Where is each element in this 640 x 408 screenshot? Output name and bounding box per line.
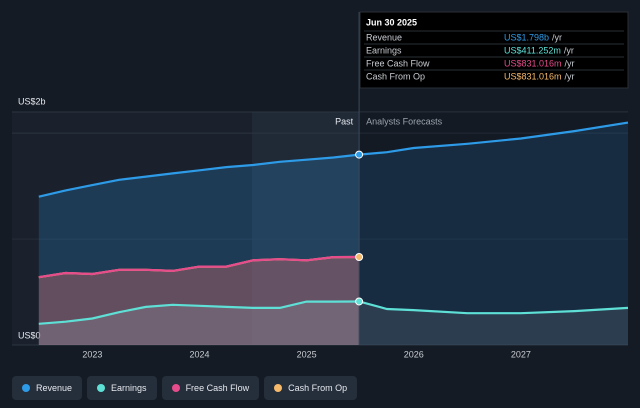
x-tick-label: 2024 [189, 349, 209, 359]
tooltip-unit: /yr [565, 58, 575, 68]
tooltip: Jun 30 2025 Revenue US$1.798b/yr Earnings US… [359, 11, 629, 89]
area [38, 257, 360, 345]
tooltip-unit: /yr [564, 45, 574, 55]
line [38, 300, 629, 325]
x-tick-label: 2026 [404, 349, 424, 359]
legend-label: Revenue [36, 383, 73, 393]
highlight-band [251, 112, 360, 345]
tooltip-label: Revenue [366, 32, 402, 42]
y-tick-label: US$2b [18, 96, 46, 106]
tooltip-value: US$411.252m [504, 45, 561, 55]
tooltip-date: Jun 30 2025 [366, 17, 417, 27]
legend-item[interactable]: Earnings [87, 376, 157, 400]
area [38, 301, 629, 345]
legend-item[interactable]: Cash From Op [264, 376, 358, 400]
area [38, 122, 629, 345]
legend-swatch [97, 384, 106, 392]
legend-swatch [274, 384, 283, 392]
forecast-shade [359, 112, 628, 345]
x-tick-label: 2027 [511, 349, 531, 359]
tooltip-box [359, 11, 629, 89]
end-point [355, 150, 364, 159]
line [38, 255, 360, 279]
past-label: Past [335, 116, 354, 126]
legend-item[interactable]: Free Cash Flow [161, 376, 260, 400]
legend-label: Free Cash Flow [185, 383, 250, 393]
tooltip-value: US$831.016m [504, 58, 562, 68]
legend-item[interactable]: Revenue [12, 376, 83, 400]
tooltip-label: Cash From Op [366, 71, 425, 81]
chart: US$0 US$2b 2023 2024 2025 2026 2027 Past Analyst… [12, 11, 629, 359]
x-tick-label: 2025 [297, 349, 317, 359]
tooltip-label: Free Cash Flow [366, 58, 430, 68]
tooltip-unit: /yr [552, 32, 562, 42]
end-point [355, 297, 364, 306]
legend-swatch [22, 384, 30, 392]
tooltip-value: US$1.798b [504, 32, 549, 42]
legend-label: Earnings [111, 383, 147, 393]
tooltip-unit: /yr [565, 71, 575, 81]
end-point [355, 252, 364, 261]
y-tick-label: US$0 [18, 330, 41, 340]
line [38, 121, 629, 198]
area [38, 257, 360, 345]
tooltip-label: Earnings [366, 45, 402, 55]
tooltip-value: US$831.016m [504, 71, 562, 81]
forecast-label: Analysts Forecasts [366, 116, 443, 126]
x-tick-label: 2023 [82, 349, 102, 359]
legend: Revenue Earnings Free Cash Flow Cash From O… [12, 376, 358, 400]
legend-label: Cash From Op [288, 383, 348, 393]
legend-swatch [171, 384, 180, 392]
